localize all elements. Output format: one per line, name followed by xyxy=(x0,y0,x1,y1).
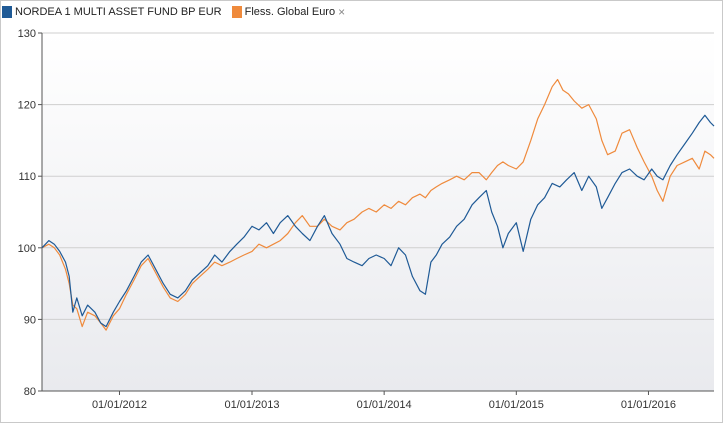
y-tick-label: 90 xyxy=(24,314,36,326)
x-tick-label: 01/01/2012 xyxy=(92,399,147,411)
series-lines xyxy=(41,78,715,331)
x-tick-label: 01/01/2013 xyxy=(224,399,279,411)
chart-legend: NORDEA 1 MULTI ASSET FUND BP EUR Fless. … xyxy=(2,3,355,21)
series-line-nordea xyxy=(41,114,715,328)
x-tick-label: 01/01/2014 xyxy=(357,399,412,411)
x-axis: 01/01/2012 01/01/2013 01/01/2014 01/01/2015… xyxy=(42,390,714,411)
legend-item-series2[interactable]: Fless. Global Euro × xyxy=(231,5,346,19)
y-axis: 130 120 110 100 90 80 xyxy=(18,28,43,398)
x-tick-label: 01/01/2015 xyxy=(489,399,544,411)
y-tick-label: 80 xyxy=(24,386,36,398)
remove-series-icon[interactable]: × xyxy=(338,5,346,19)
series-line-fless xyxy=(41,78,715,331)
y-tick-label: 120 xyxy=(18,100,36,112)
y-tick-label: 130 xyxy=(18,28,36,40)
y-tick-label: 100 xyxy=(18,243,36,255)
legend-swatch-series2 xyxy=(231,6,242,18)
x-tick-label: 01/01/2016 xyxy=(621,399,676,411)
y-tick-label: 110 xyxy=(18,171,36,183)
legend-label-series2: Fless. Global Euro xyxy=(244,6,336,18)
legend-label-series1: NORDEA 1 MULTI ASSET FUND BP EUR xyxy=(15,6,222,18)
legend-item-series1[interactable]: NORDEA 1 MULTI ASSET FUND BP EUR xyxy=(2,6,222,18)
plot-area xyxy=(42,33,714,391)
legend-swatch-series1 xyxy=(2,6,12,18)
